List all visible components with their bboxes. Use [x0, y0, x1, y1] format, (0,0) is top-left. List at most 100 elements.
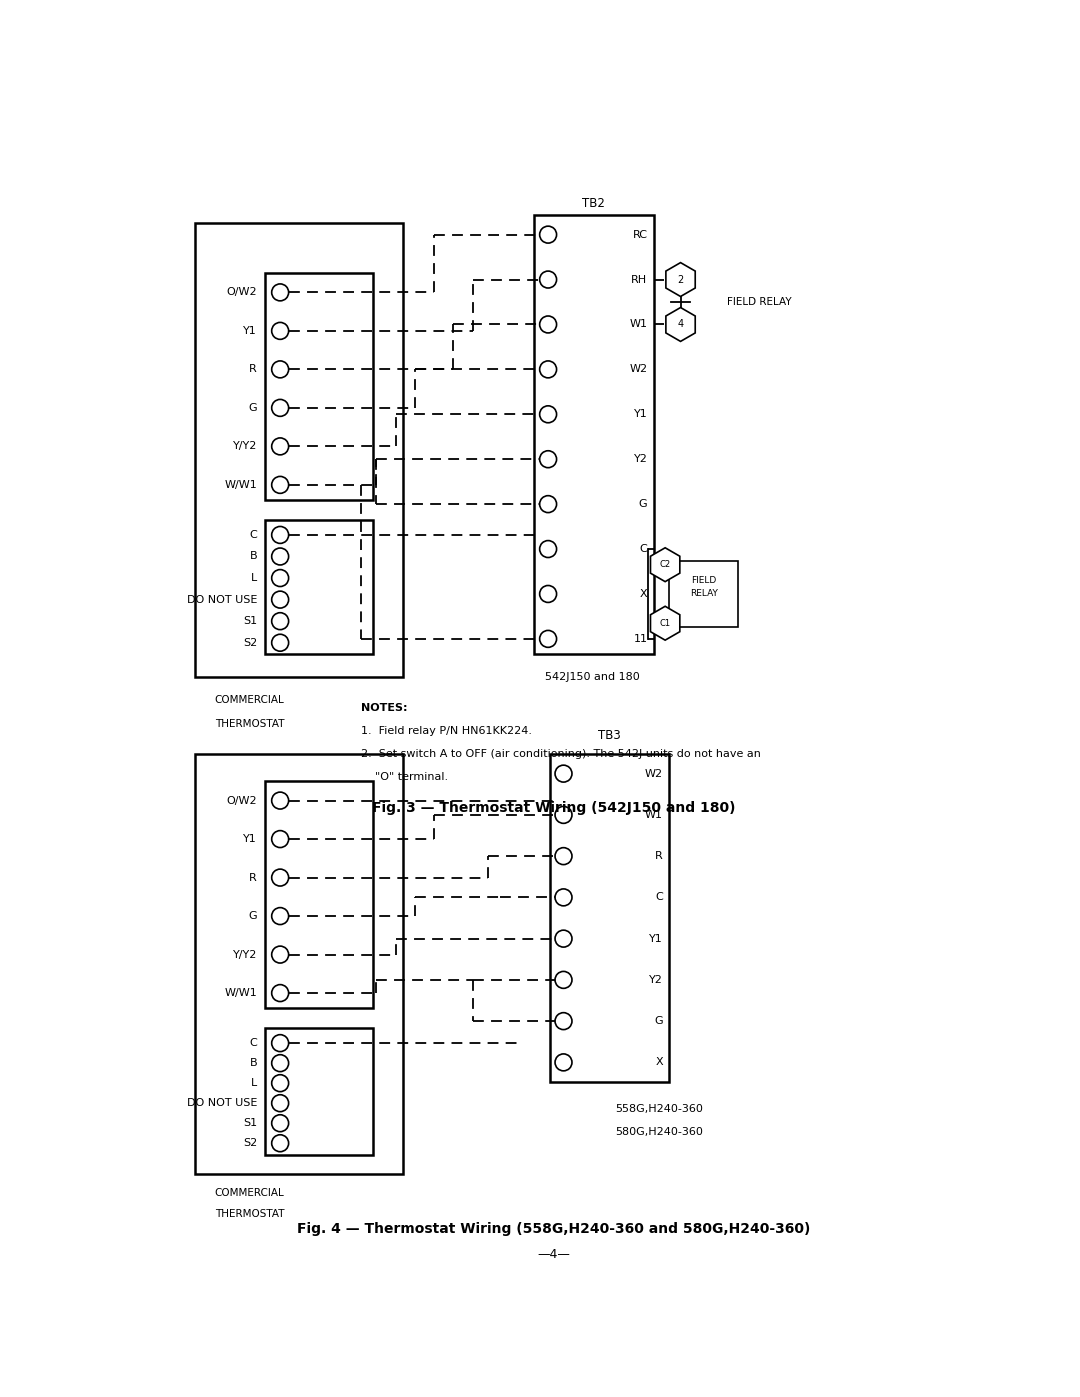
Circle shape: [272, 1074, 288, 1091]
Text: C: C: [249, 1038, 257, 1048]
Circle shape: [272, 591, 288, 608]
Text: W/W1: W/W1: [225, 988, 257, 997]
Text: S2: S2: [243, 637, 257, 648]
Text: Y/Y2: Y/Y2: [232, 441, 257, 451]
Text: NOTES:: NOTES:: [361, 703, 407, 714]
Text: Y/Y2: Y/Y2: [232, 950, 257, 960]
Circle shape: [272, 323, 288, 339]
Bar: [265, 1028, 373, 1155]
Circle shape: [272, 613, 288, 630]
Circle shape: [272, 360, 288, 377]
Text: 1.  Field relay P/N HN61KK224.: 1. Field relay P/N HN61KK224.: [361, 726, 532, 736]
Text: FIELD: FIELD: [691, 576, 716, 584]
Text: "O" terminal.: "O" terminal.: [361, 773, 448, 782]
Text: S2: S2: [243, 1139, 257, 1148]
Text: —4—: —4—: [537, 1249, 570, 1261]
Text: G: G: [248, 402, 257, 414]
Text: C1: C1: [660, 619, 671, 627]
Text: G: G: [248, 911, 257, 921]
Text: W1: W1: [645, 810, 663, 820]
Text: THERMOSTAT: THERMOSTAT: [215, 1208, 284, 1220]
Circle shape: [540, 360, 556, 377]
Circle shape: [555, 971, 572, 988]
Text: Y1: Y1: [634, 409, 647, 419]
Text: R: R: [249, 365, 257, 374]
Text: TB2: TB2: [582, 197, 606, 211]
Text: G: G: [654, 1016, 663, 1027]
Polygon shape: [666, 307, 696, 341]
Text: B: B: [249, 552, 257, 562]
Circle shape: [555, 848, 572, 865]
Circle shape: [272, 792, 288, 809]
Text: 4: 4: [677, 320, 684, 330]
Text: L: L: [251, 573, 257, 583]
Text: COMMERCIAL: COMMERCIAL: [215, 1189, 284, 1199]
Circle shape: [272, 400, 288, 416]
Bar: [550, 754, 669, 1081]
Text: 558G,H240-360: 558G,H240-360: [616, 1104, 703, 1113]
Circle shape: [555, 766, 572, 782]
Circle shape: [540, 630, 556, 647]
Circle shape: [540, 405, 556, 423]
Polygon shape: [650, 548, 679, 581]
Circle shape: [272, 1035, 288, 1052]
Text: R: R: [249, 873, 257, 883]
Circle shape: [272, 869, 288, 886]
Text: W2: W2: [630, 365, 647, 374]
Text: S1: S1: [243, 616, 257, 626]
Text: R: R: [656, 851, 663, 861]
Text: 2.  Set switch A to OFF (air conditioning). The 542J units do not have an: 2. Set switch A to OFF (air conditioning…: [361, 749, 761, 760]
Text: B: B: [249, 1058, 257, 1069]
Text: L: L: [251, 1078, 257, 1088]
Polygon shape: [650, 606, 679, 640]
Text: C: C: [249, 529, 257, 539]
Bar: [265, 781, 373, 1009]
Circle shape: [272, 908, 288, 925]
Circle shape: [540, 496, 556, 513]
Text: X: X: [639, 590, 647, 599]
Text: G: G: [638, 499, 647, 509]
Text: DO NOT USE: DO NOT USE: [187, 1098, 257, 1108]
Text: RELAY: RELAY: [690, 590, 717, 598]
Text: O/W2: O/W2: [227, 795, 257, 806]
Circle shape: [272, 831, 288, 848]
Text: 542J150 and 180: 542J150 and 180: [544, 672, 639, 682]
Bar: [669, 562, 739, 627]
Circle shape: [272, 570, 288, 587]
Circle shape: [272, 1055, 288, 1071]
Bar: [195, 224, 403, 678]
Text: COMMERCIAL: COMMERCIAL: [215, 696, 284, 705]
Text: 580G,H240-360: 580G,H240-360: [616, 1126, 703, 1137]
Circle shape: [555, 888, 572, 905]
Circle shape: [272, 527, 288, 543]
Bar: [265, 520, 373, 654]
Circle shape: [540, 541, 556, 557]
Text: C: C: [656, 893, 663, 902]
Circle shape: [540, 585, 556, 602]
Circle shape: [272, 634, 288, 651]
Circle shape: [540, 316, 556, 332]
Circle shape: [540, 271, 556, 288]
Circle shape: [272, 1095, 288, 1112]
Text: Fig. 4 — Thermostat Wiring (558G,H240-360 and 580G,H240-360): Fig. 4 — Thermostat Wiring (558G,H240-36…: [297, 1222, 810, 1236]
Circle shape: [555, 930, 572, 947]
Text: RH: RH: [632, 275, 647, 285]
Circle shape: [272, 548, 288, 564]
Bar: [265, 274, 373, 500]
Circle shape: [540, 451, 556, 468]
Circle shape: [540, 226, 556, 243]
Circle shape: [272, 946, 288, 963]
Circle shape: [272, 1115, 288, 1132]
Circle shape: [555, 1013, 572, 1030]
Text: Y2: Y2: [634, 454, 647, 464]
Text: Y1: Y1: [243, 834, 257, 844]
Circle shape: [272, 284, 288, 300]
Text: DO NOT USE: DO NOT USE: [187, 595, 257, 605]
Text: 11: 11: [634, 634, 647, 644]
Text: C: C: [639, 543, 647, 555]
Bar: [535, 215, 653, 654]
Polygon shape: [666, 263, 696, 296]
Circle shape: [272, 437, 288, 455]
Text: W/W1: W/W1: [225, 481, 257, 490]
Text: Y1: Y1: [243, 326, 257, 335]
